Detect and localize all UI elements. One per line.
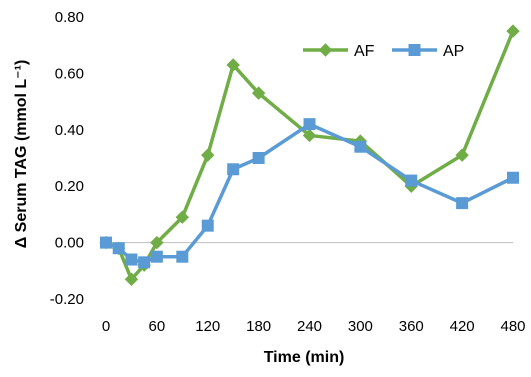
y-tick-label: 0.60 [55,65,84,82]
data-point-ap [176,250,189,263]
y-tick-label: -0.20 [50,291,84,308]
data-point-ap [456,197,469,210]
y-tick-label: 0.80 [55,9,84,26]
series-af [99,24,520,286]
legend-item-ap: AP [392,43,464,60]
series-line-af [104,29,515,282]
series-ap [100,118,519,269]
x-tick-label: 240 [297,318,322,335]
series-layer [99,24,520,286]
data-point-ap [125,253,138,266]
data-point-af [251,86,266,100]
data-point-af [150,235,164,250]
data-point-ap [150,250,163,263]
axes-layer: -0.20 0.00 0.20 0.40 0.60 0.80 0 60 120 180 240 300… [50,9,526,335]
legend-label-ap: AP [443,43,464,60]
data-point-af [201,148,215,162]
legend-marker-af [318,43,333,57]
y-tick-label: 0.00 [55,235,84,252]
legend-item-af: AF [303,43,375,60]
data-point-ap [354,140,367,153]
data-point-ap [112,242,125,255]
x-tick-label: 60 [149,318,166,335]
x-tick-label: 0 [102,318,110,335]
data-point-ap [252,152,265,164]
data-point-ap [507,171,519,184]
x-tick-label: 480 [500,318,525,335]
x-tick-label: 180 [246,318,271,335]
y-axis-title: Δ Serum TAG (mmol L⁻¹) [13,60,30,249]
data-point-af [124,272,139,286]
x-tick-label: 300 [348,318,373,335]
series-line-ap [104,122,515,265]
data-point-af [455,148,469,162]
legend: AF AP [303,43,464,60]
x-axis-title: Time (min) [264,349,345,366]
data-point-af [506,24,520,38]
legend-marker-ap [408,44,421,56]
data-point-ap [405,174,418,187]
legend-label-af: AF [354,43,375,60]
data-point-ap [303,118,316,131]
x-tick-label: 120 [195,318,220,335]
data-point-ap [100,236,112,249]
data-point-ap [201,219,214,232]
data-point-ap [138,256,151,269]
x-tick-label: 420 [450,318,475,335]
data-point-ap [227,163,240,176]
data-point-af [226,58,240,72]
data-point-af [302,128,317,143]
x-tick-label: 360 [399,318,424,335]
y-tick-label: 0.40 [55,122,84,139]
y-tick-label: 0.20 [55,178,84,195]
data-point-af [175,210,190,224]
